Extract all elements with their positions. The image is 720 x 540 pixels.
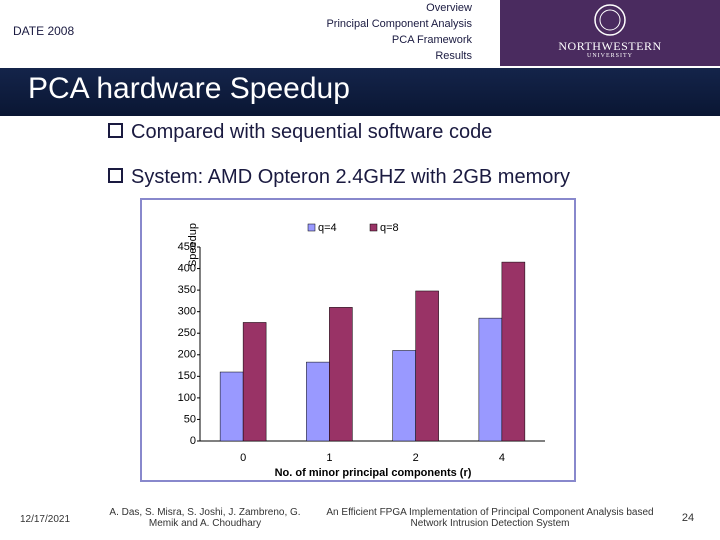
nav-item[interactable]: Results — [435, 50, 472, 62]
seal — [594, 4, 626, 36]
logo: NORTHWESTERN UNIVERSITY — [500, 0, 720, 66]
bar — [329, 307, 353, 442]
x-tick-label: 2 — [413, 452, 419, 464]
bar — [306, 361, 330, 442]
legend-swatch — [369, 223, 378, 232]
title-bar — [0, 68, 720, 116]
footer-paper: An Efficient FPGA Implementation of Prin… — [326, 507, 654, 529]
bar — [478, 317, 503, 442]
x-tick-label: 4 — [499, 452, 505, 464]
footer-authors: A. Das, S. Misra, S. Joshi, J. Zambreno,… — [109, 507, 301, 529]
bar — [242, 322, 267, 442]
y-tick-label: 450 — [178, 241, 196, 253]
y-axis-title: Speedup — [187, 223, 199, 267]
nav-item[interactable]: Overview — [426, 2, 472, 14]
slide-title: PCA hardware Speedup — [28, 72, 350, 105]
legend-swatch — [307, 223, 316, 232]
logo-subtext: UNIVERSITY — [587, 53, 633, 59]
x-tick-label: 1 — [326, 452, 332, 464]
header-date: DATE 2008 — [13, 24, 75, 38]
y-tick-label: 400 — [178, 262, 196, 274]
bar — [219, 371, 244, 442]
x-axis-title: No. of minor principal components (r) — [275, 467, 472, 479]
nav-item[interactable]: PCA Framework — [391, 34, 472, 46]
legend-label: q=8 — [380, 222, 399, 234]
bar — [501, 261, 526, 442]
y-tick-label: 50 — [184, 413, 196, 425]
bullet: Compared with sequential software code — [108, 121, 492, 144]
bar — [415, 290, 439, 442]
y-tick-label: 150 — [178, 370, 196, 382]
y-tick-label: 300 — [178, 306, 196, 318]
y-tick-label: 100 — [178, 392, 196, 404]
page-number: 24 — [681, 512, 695, 524]
y-tick-label: 250 — [178, 327, 196, 339]
logo-text: NORTHWESTERN — [558, 39, 662, 53]
bar — [392, 350, 416, 442]
nav: Overview Principal Component Analysis PC… — [270, 0, 472, 64]
footer-date: 12/17/2021 — [19, 514, 71, 525]
nav-item[interactable]: Principal Component Analysis — [326, 18, 472, 30]
y-tick-label: 0 — [190, 435, 196, 447]
x-tick-label: 0 — [240, 452, 246, 464]
y-tick-label: 350 — [178, 284, 196, 296]
legend-label: q=4 — [318, 222, 337, 234]
chart: Speedup No. of minor principal component… — [140, 198, 576, 482]
bullet: System: AMD Opteron 2.4GHZ with 2GB memo… — [108, 166, 570, 189]
y-tick-label: 200 — [178, 349, 196, 361]
